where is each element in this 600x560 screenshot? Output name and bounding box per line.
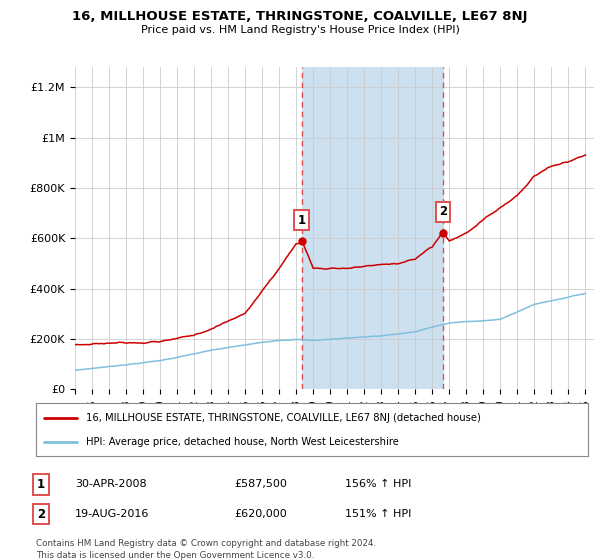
Text: 30-APR-2008: 30-APR-2008 (75, 479, 146, 489)
Text: 156% ↑ HPI: 156% ↑ HPI (345, 479, 412, 489)
Text: 19-AUG-2016: 19-AUG-2016 (75, 509, 149, 519)
Text: £587,500: £587,500 (234, 479, 287, 489)
Text: HPI: Average price, detached house, North West Leicestershire: HPI: Average price, detached house, Nort… (86, 437, 398, 447)
Text: £620,000: £620,000 (234, 509, 287, 519)
Text: 2: 2 (439, 206, 447, 218)
Text: 16, MILLHOUSE ESTATE, THRINGSTONE, COALVILLE, LE67 8NJ (detached house): 16, MILLHOUSE ESTATE, THRINGSTONE, COALV… (86, 413, 481, 423)
Text: 16, MILLHOUSE ESTATE, THRINGSTONE, COALVILLE, LE67 8NJ: 16, MILLHOUSE ESTATE, THRINGSTONE, COALV… (72, 10, 528, 23)
Text: 2: 2 (37, 507, 45, 521)
Text: 1: 1 (298, 213, 306, 227)
Text: Price paid vs. HM Land Registry's House Price Index (HPI): Price paid vs. HM Land Registry's House … (140, 25, 460, 35)
Text: 151% ↑ HPI: 151% ↑ HPI (345, 509, 412, 519)
Text: 1: 1 (37, 478, 45, 491)
Bar (302, 67, 443, 389)
Text: Contains HM Land Registry data © Crown copyright and database right 2024.
This d: Contains HM Land Registry data © Crown c… (36, 539, 376, 560)
